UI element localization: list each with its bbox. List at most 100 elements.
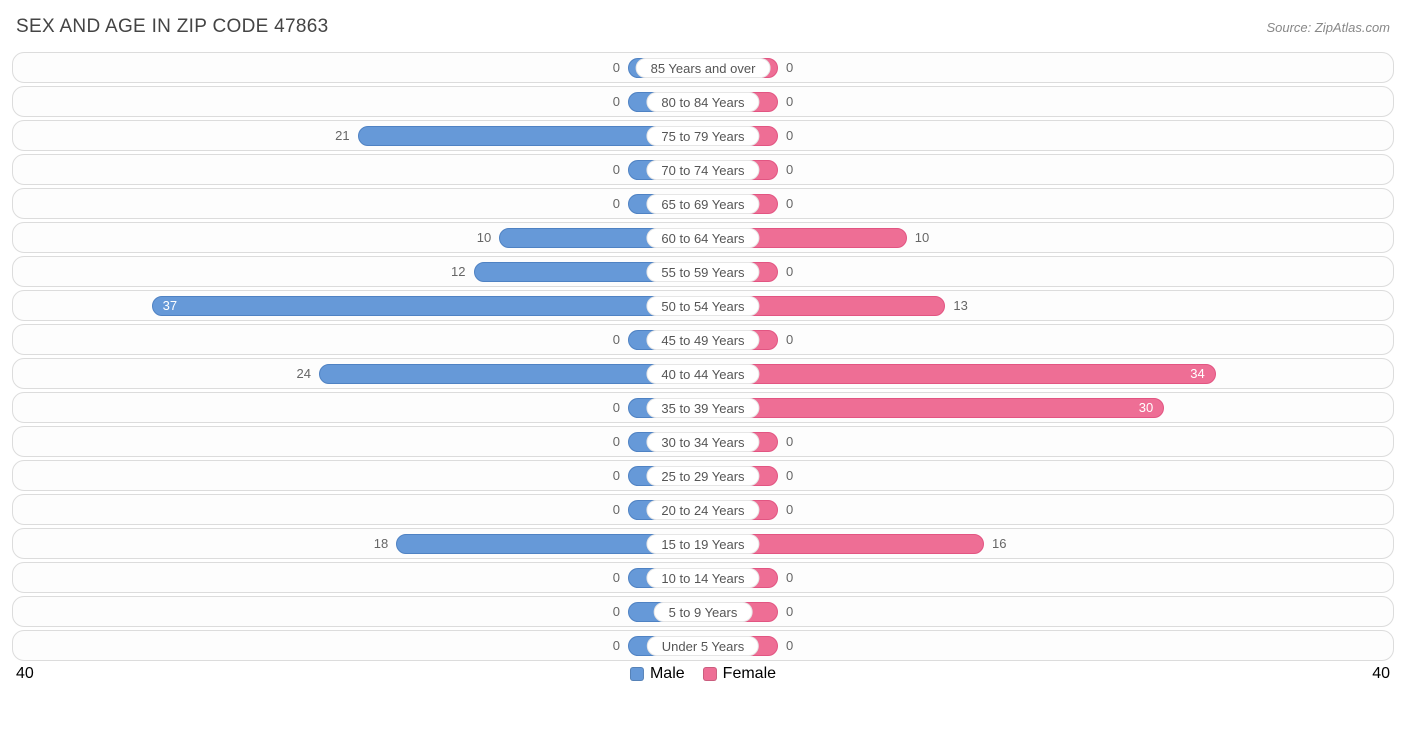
age-category-label: 70 to 74 Years (646, 160, 759, 180)
female-half: 0 (703, 123, 1383, 148)
age-category-label: 40 to 44 Years (646, 364, 759, 384)
female-half: 16 (703, 531, 1383, 556)
female-half: 0 (703, 429, 1383, 454)
age-category-label: Under 5 Years (647, 636, 759, 656)
legend-female-label: Female (723, 665, 776, 683)
pyramid-row: 0 0 20 to 24 Years (12, 494, 1394, 525)
male-half: 0 (23, 599, 703, 624)
age-category-label: 35 to 39 Years (646, 398, 759, 418)
axis-max-left: 40 (16, 665, 34, 683)
male-value: 0 (605, 332, 628, 347)
male-half: 0 (23, 497, 703, 522)
male-value: 0 (605, 196, 628, 211)
male-half: 0 (23, 191, 703, 216)
female-bar: 30 (703, 398, 1164, 418)
male-half: 0 (23, 463, 703, 488)
age-category-label: 75 to 79 Years (646, 126, 759, 146)
legend-male-label: Male (650, 665, 685, 683)
female-value: 13 (945, 298, 975, 313)
pyramid-row: 0 0 70 to 74 Years (12, 154, 1394, 185)
male-value: 0 (605, 468, 628, 483)
female-half: 0 (703, 259, 1383, 284)
female-value: 0 (778, 434, 801, 449)
female-swatch-icon (703, 667, 717, 681)
pyramid-row: 0080 to 84 Years (12, 86, 1394, 117)
male-half: 0 (23, 633, 703, 658)
female-value: 10 (907, 230, 937, 245)
male-half: 0 (23, 89, 703, 114)
male-bar (319, 364, 703, 384)
male-value: 21 (327, 128, 357, 143)
male-half: 24 (23, 361, 703, 386)
female-half: 0 (703, 55, 1383, 80)
age-category-label: 55 to 59 Years (646, 262, 759, 282)
pyramid-row: 101060 to 64 Years (12, 222, 1394, 253)
pyramid-row: 03035 to 39 Years (12, 392, 1394, 423)
female-half: 0 (703, 599, 1383, 624)
female-half: 0 (703, 157, 1383, 182)
legend-male: Male (630, 665, 685, 683)
axis-max-right: 40 (1372, 665, 1390, 683)
male-half: 0 (23, 429, 703, 454)
pyramid-row: 0065 to 69 Years (12, 188, 1394, 219)
male-value: 10 (469, 230, 499, 245)
male-value: 0 (605, 638, 628, 653)
female-half: 0 (703, 89, 1383, 114)
pyramid-row: 0 0 5 to 9 Years (12, 596, 1394, 627)
female-half: 34 (703, 361, 1383, 386)
female-value: 0 (778, 570, 801, 585)
male-half: 21 (23, 123, 703, 148)
age-category-label: 15 to 19 Years (646, 534, 759, 554)
male-half: 0 (23, 565, 703, 590)
chart-legend: Male Female (630, 665, 776, 683)
age-category-label: 45 to 49 Years (646, 330, 759, 350)
male-value: 0 (605, 434, 628, 449)
female-value: 0 (778, 94, 801, 109)
female-half: 0 (703, 327, 1383, 352)
male-value: 0 (605, 604, 628, 619)
female-value: 0 (778, 604, 801, 619)
female-value: 0 (778, 638, 801, 653)
male-value: 12 (443, 264, 473, 279)
pyramid-row: 243440 to 44 Years (12, 358, 1394, 389)
female-half: 0 (703, 633, 1383, 658)
female-value: 0 (778, 128, 801, 143)
female-half: 13 (703, 293, 1383, 318)
female-half: 0 (703, 565, 1383, 590)
female-half: 30 (703, 395, 1383, 420)
male-half: 10 (23, 225, 703, 250)
male-swatch-icon (630, 667, 644, 681)
pyramid-row: 181615 to 19 Years (12, 528, 1394, 559)
female-value: 16 (984, 536, 1014, 551)
pyramid-row: 0085 Years and over (12, 52, 1394, 83)
age-category-label: 20 to 24 Years (646, 500, 759, 520)
population-pyramid-chart: 0085 Years and over0080 to 84 Years21075… (12, 52, 1394, 661)
age-category-label: 10 to 14 Years (646, 568, 759, 588)
male-half: 0 (23, 395, 703, 420)
pyramid-row: 0 0 Under 5 Years (12, 630, 1394, 661)
pyramid-row: 0030 to 34 Years (12, 426, 1394, 457)
male-value: 0 (605, 60, 628, 75)
female-value: 0 (778, 196, 801, 211)
chart-header: SEX AND AGE IN ZIP CODE 47863 Source: Zi… (12, 10, 1394, 52)
age-category-label: 25 to 29 Years (646, 466, 759, 486)
pyramid-row: 0 0 25 to 29 Years (12, 460, 1394, 491)
female-value: 0 (778, 162, 801, 177)
chart-source: Source: ZipAtlas.com (1266, 20, 1390, 35)
female-value: 0 (778, 468, 801, 483)
male-value: 0 (605, 570, 628, 585)
pyramid-row: 12 0 55 to 59 Years (12, 256, 1394, 287)
male-value: 0 (605, 502, 628, 517)
age-category-label: 50 to 54 Years (646, 296, 759, 316)
legend-female: Female (703, 665, 776, 683)
female-value: 0 (778, 332, 801, 347)
age-category-label: 5 to 9 Years (654, 602, 753, 622)
male-half: 0 (23, 157, 703, 182)
female-value: 0 (778, 502, 801, 517)
male-value: 0 (605, 162, 628, 177)
female-half: 0 (703, 497, 1383, 522)
female-value: 0 (778, 264, 801, 279)
pyramid-row: 0 0 45 to 49 Years (12, 324, 1394, 355)
pyramid-row: 371350 to 54 Years (12, 290, 1394, 321)
female-value: 0 (778, 60, 801, 75)
